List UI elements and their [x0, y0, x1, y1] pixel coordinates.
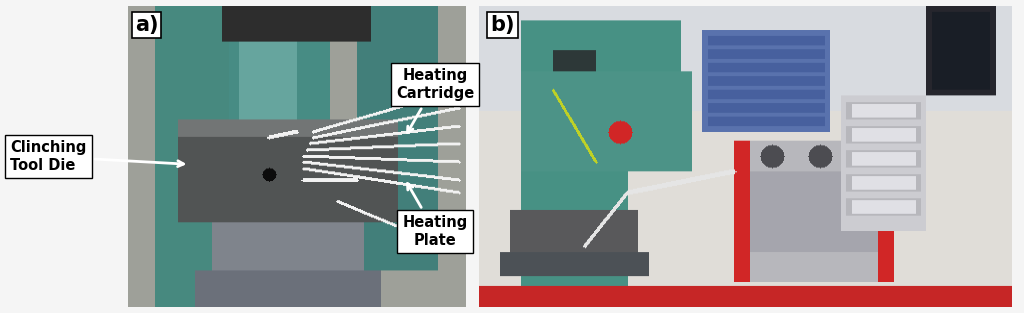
Text: Clinching
Tool Die: Clinching Tool Die	[10, 140, 183, 173]
Text: a): a)	[135, 15, 159, 35]
Text: Heating
Plate: Heating Plate	[402, 183, 468, 248]
Text: Heating
Cartridge: Heating Cartridge	[396, 68, 474, 133]
Text: b): b)	[489, 15, 514, 35]
